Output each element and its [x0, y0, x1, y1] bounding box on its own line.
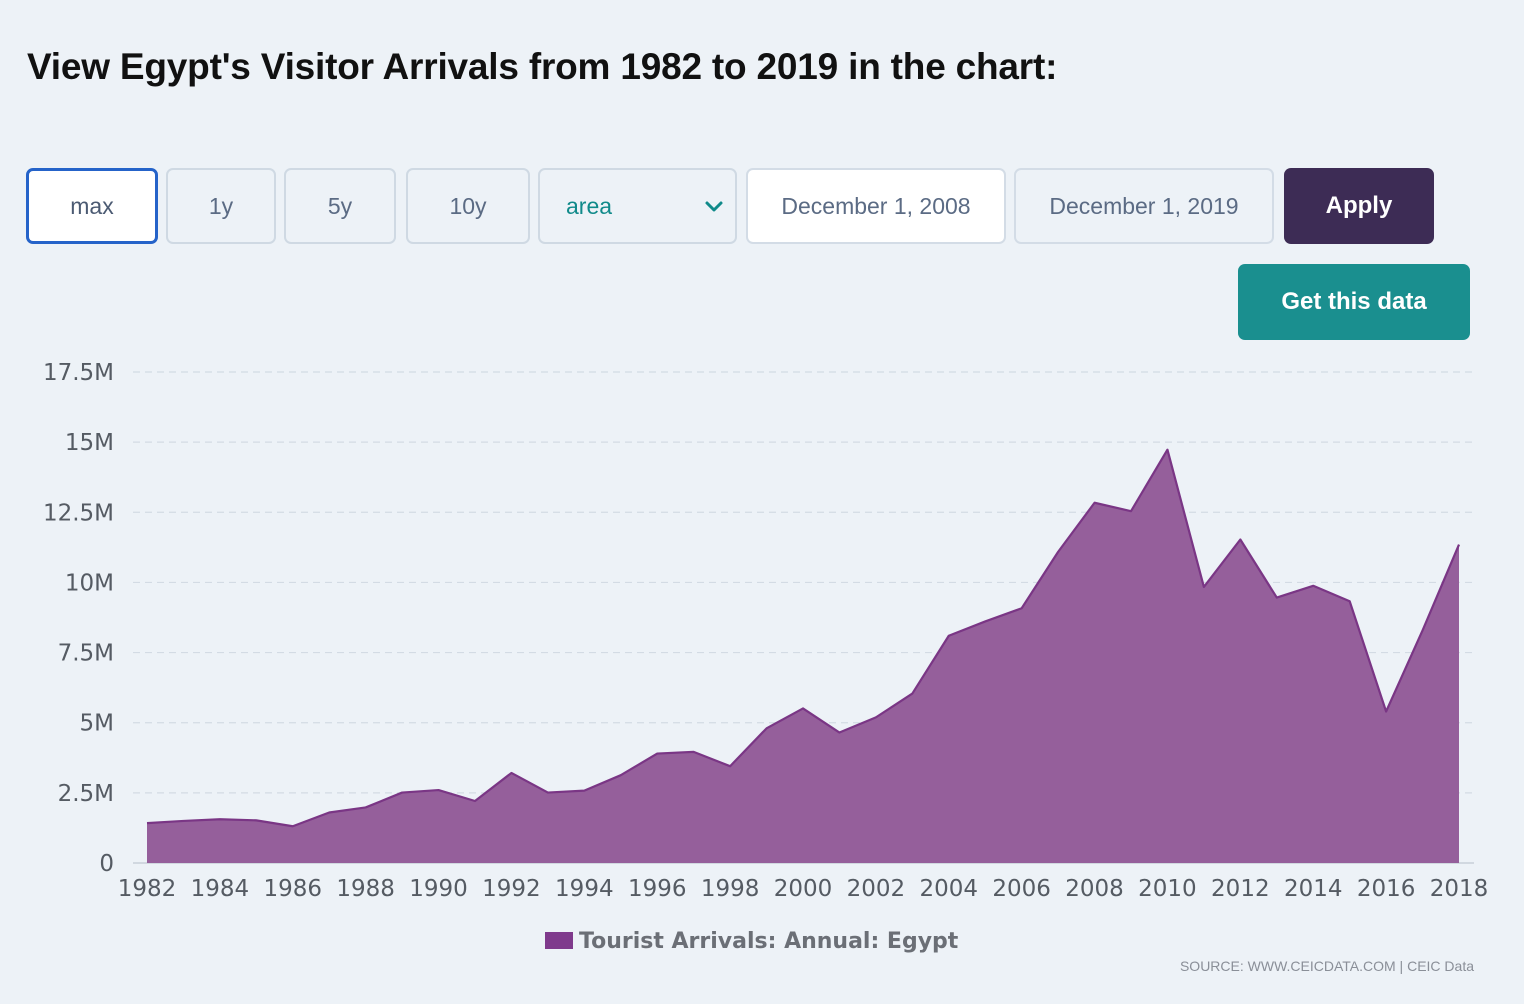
x-tick-label: 2014 — [1284, 876, 1343, 902]
range-max-button[interactable]: max — [26, 168, 158, 244]
legend[interactable]: Tourist Arrivals: Annual: Egypt — [545, 929, 959, 954]
x-tick-label: 1982 — [118, 876, 177, 902]
x-tick-label: 2004 — [920, 876, 979, 902]
get-this-data-button[interactable]: Get this data — [1238, 264, 1470, 340]
x-tick-label: 1988 — [336, 876, 395, 902]
x-tick-label: 1994 — [555, 876, 614, 902]
chart-type-select[interactable]: area — [538, 168, 737, 244]
x-tick-label: 2016 — [1357, 876, 1416, 902]
x-tick-label: 1984 — [191, 876, 250, 902]
y-tick-label: 5M — [80, 711, 114, 737]
x-tick-label: 2018 — [1430, 876, 1489, 902]
range-5y-button[interactable]: 5y — [284, 168, 396, 244]
series-line — [146, 448, 1461, 828]
source-credit: SOURCE: WWW.CEICDATA.COM | CEIC Data — [1179, 958, 1474, 974]
x-tick-label: 2000 — [774, 876, 833, 902]
legend-label: Tourist Arrivals: Annual: Egypt — [579, 929, 959, 954]
legend-swatch — [545, 932, 573, 949]
page-title: View Egypt's Visitor Arrivals from 1982 … — [27, 46, 1058, 87]
x-tick-label: 2010 — [1138, 876, 1197, 902]
y-tick-label: 17.5M — [43, 360, 114, 386]
start-date-field[interactable]: December 1, 2008 — [746, 168, 1006, 244]
range-1y-button[interactable]: 1y — [166, 168, 276, 244]
x-tick-label: 1998 — [701, 876, 760, 902]
chart-type-select-value: area — [566, 192, 613, 219]
x-tick-label: 2012 — [1211, 876, 1270, 902]
range-10y-button[interactable]: 10y — [406, 168, 530, 244]
x-tick-label: 1996 — [628, 876, 687, 902]
y-tick-label: 12.5M — [43, 500, 114, 526]
x-tick-label: 1990 — [409, 876, 468, 902]
x-tick-label: 2002 — [847, 876, 906, 902]
chevron-down-icon — [705, 201, 723, 212]
x-tick-label: 2006 — [992, 876, 1051, 902]
end-date-field[interactable]: December 1, 2019 — [1014, 168, 1274, 244]
x-tick-label: 1986 — [264, 876, 323, 902]
series-area — [147, 449, 1459, 863]
y-tick-label: 2.5M — [58, 781, 114, 807]
y-tick-label: 15M — [65, 430, 114, 456]
apply-button[interactable]: Apply — [1284, 168, 1434, 244]
x-tick-label: 1992 — [482, 876, 541, 902]
y-tick-label: 10M — [65, 570, 114, 596]
x-tick-label: 2008 — [1065, 876, 1124, 902]
y-tick-label: 0 — [99, 851, 114, 877]
y-tick-label: 7.5M — [58, 641, 114, 667]
